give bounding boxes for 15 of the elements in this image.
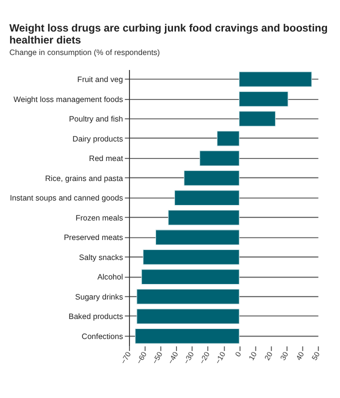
chart-title: Weight loss drugs are curbing junk food cravings and boosting healthier diets	[9, 22, 328, 47]
bar	[216, 130, 240, 146]
bar	[238, 72, 312, 87]
bar	[136, 308, 240, 324]
bar	[238, 111, 276, 126]
bar	[200, 150, 240, 166]
bar	[135, 328, 240, 344]
bar	[136, 288, 240, 304]
bar	[174, 190, 240, 206]
bar	[142, 249, 240, 265]
bar	[238, 91, 288, 107]
bar	[141, 269, 240, 285]
bar	[155, 230, 240, 246]
bar	[184, 170, 240, 186]
bar	[168, 210, 240, 226]
